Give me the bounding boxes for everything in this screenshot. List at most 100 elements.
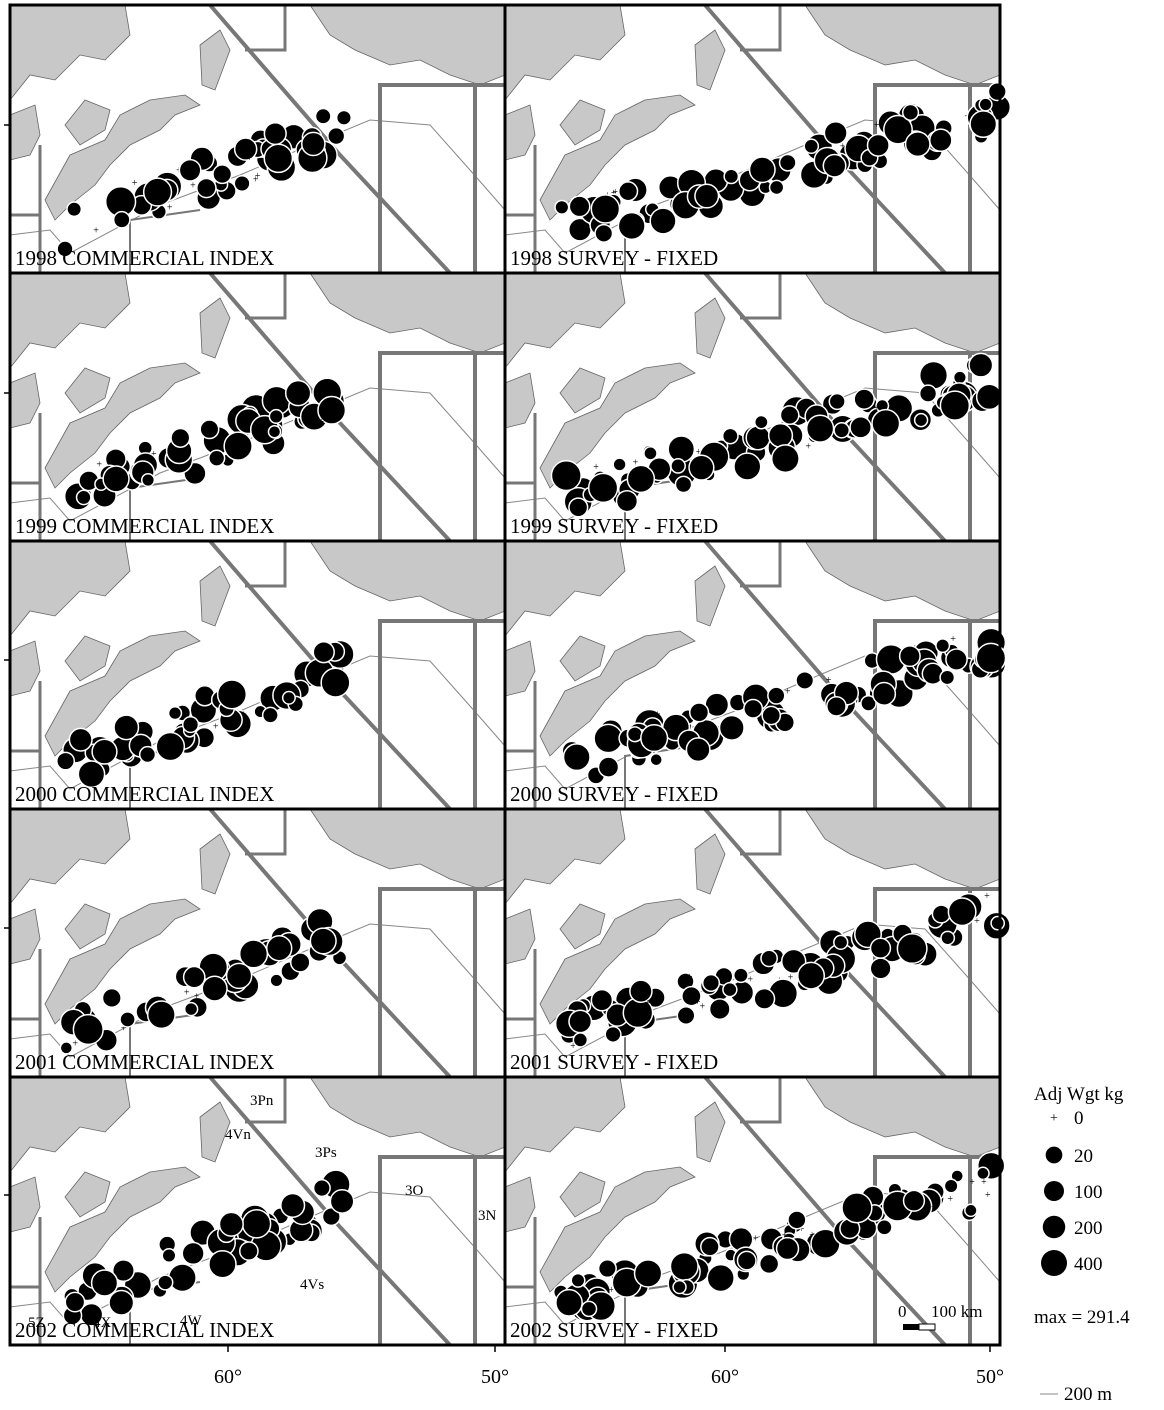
zero-catch: + [609,1285,615,1296]
catch-dot [940,930,956,946]
catch-dot [335,109,352,126]
catch-dot [309,927,337,955]
catch-dot [550,460,582,492]
catch-dot [876,1219,893,1236]
catch-dot [732,967,749,984]
catch-dot [320,667,351,698]
catch-dot [56,240,74,258]
catch-dot [590,194,621,224]
catch-dot [797,961,826,990]
zero-catch: + [874,120,880,131]
catch-dot [157,1274,174,1291]
catch-dot [805,414,835,443]
map-panel: ++++++++++++++++2001 SURVEY - FIXED [503,807,1011,1079]
catch-dot [587,472,619,504]
catch-dot [795,670,815,690]
catch-dot [921,662,945,685]
catch-dot [562,743,591,772]
catch-dot [554,199,570,215]
panel-label: 2000 SURVEY - FIXED [510,782,718,806]
catch-dot [901,103,920,122]
catch-dot [975,383,1003,411]
catch-dot [681,985,702,1007]
catch-dot [761,705,782,726]
catch-dot [902,1189,926,1212]
zero-catch: + [695,997,701,1008]
zero-catch: + [759,417,765,428]
catch-dot [779,405,800,426]
region-label: 3O [405,1183,424,1199]
catch-dot [694,183,720,209]
catch-dot [872,681,897,706]
catch-dot [976,1166,990,1181]
catch-dot [626,726,644,743]
zero-catch: + [255,171,261,182]
catch-dot [593,723,624,754]
catch-dot [753,987,776,1010]
panel-label: 2001 COMMERCIAL INDEX [15,1050,274,1074]
zero-catch: + [947,1194,953,1205]
lon-label: 50° [976,1366,1004,1388]
zero-catch: + [981,1177,987,1188]
catch-dot [883,114,913,145]
catch-dot [617,211,646,241]
catch-dot [918,384,938,403]
region-label: 4Vn [225,1127,251,1143]
zero-catch: + [611,188,617,199]
map-panel: ++++++++++1998 COMMERCIAL INDEX [8,3,507,275]
scale-bar-black [903,1324,919,1330]
catch-dot [685,737,711,763]
catch-dot [935,638,951,654]
catch-dot [155,731,186,762]
zero-catch: + [809,1230,815,1241]
catch-dot [615,489,639,513]
region-label: 5Z [28,1315,45,1331]
catch-dot [170,427,191,448]
panel-label: 1999 COMMERCIAL INDEX [15,514,274,538]
catch-dot [59,1041,74,1055]
zero-catch: + [655,710,661,721]
zero-catch: + [194,991,200,1002]
catch-dot [239,1241,259,1261]
catch-dot [199,419,220,440]
catch-dot [952,370,967,385]
catch-dot [233,174,251,193]
legend-dot [1042,1215,1066,1239]
legend-label: 20 [1074,1146,1093,1167]
catch-dot [672,1279,687,1295]
catch-dot [289,952,311,973]
catch-dot [947,897,977,927]
catch-dot [688,702,710,723]
map-panel: +++++++2000 COMMERCIAL INDEX [8,539,507,811]
region-label: 3Pn [250,1093,274,1109]
catch-dot [612,457,627,472]
zero-catch: + [823,943,829,954]
map-panel: ++++++++++++++1999 SURVEY - FIXED [503,271,1003,543]
catch-dot [987,82,1007,102]
zero-catch: + [167,202,173,213]
catch-dot [570,1272,586,1288]
catch-dot [183,1001,199,1017]
catch-dot [212,164,233,185]
catch-dot [676,1006,696,1025]
region-label: 3Ps [315,1145,337,1161]
catch-dot [161,1248,177,1264]
catch-dot [167,1263,197,1293]
catch-dot [568,195,591,218]
catch-dot [767,422,794,449]
catch-dot [866,133,890,157]
zero-catch: + [782,1230,788,1241]
zero-catch: + [969,1177,975,1188]
zero-catch: + [753,1233,759,1244]
catch-dot [939,669,956,686]
catch-dot [823,120,848,146]
zero-catch: + [840,142,846,153]
catch-dot [770,444,800,474]
catch-dot [590,988,614,1012]
zero-catch: + [985,1190,991,1201]
zero-catch: + [696,447,702,458]
panel-label: 2002 SURVEY - FIXED [510,1318,718,1342]
catch-dot [853,388,875,410]
panel-label: 1998 COMMERCIAL INDEX [15,246,274,270]
scale-end: 100 km [931,1302,982,1321]
